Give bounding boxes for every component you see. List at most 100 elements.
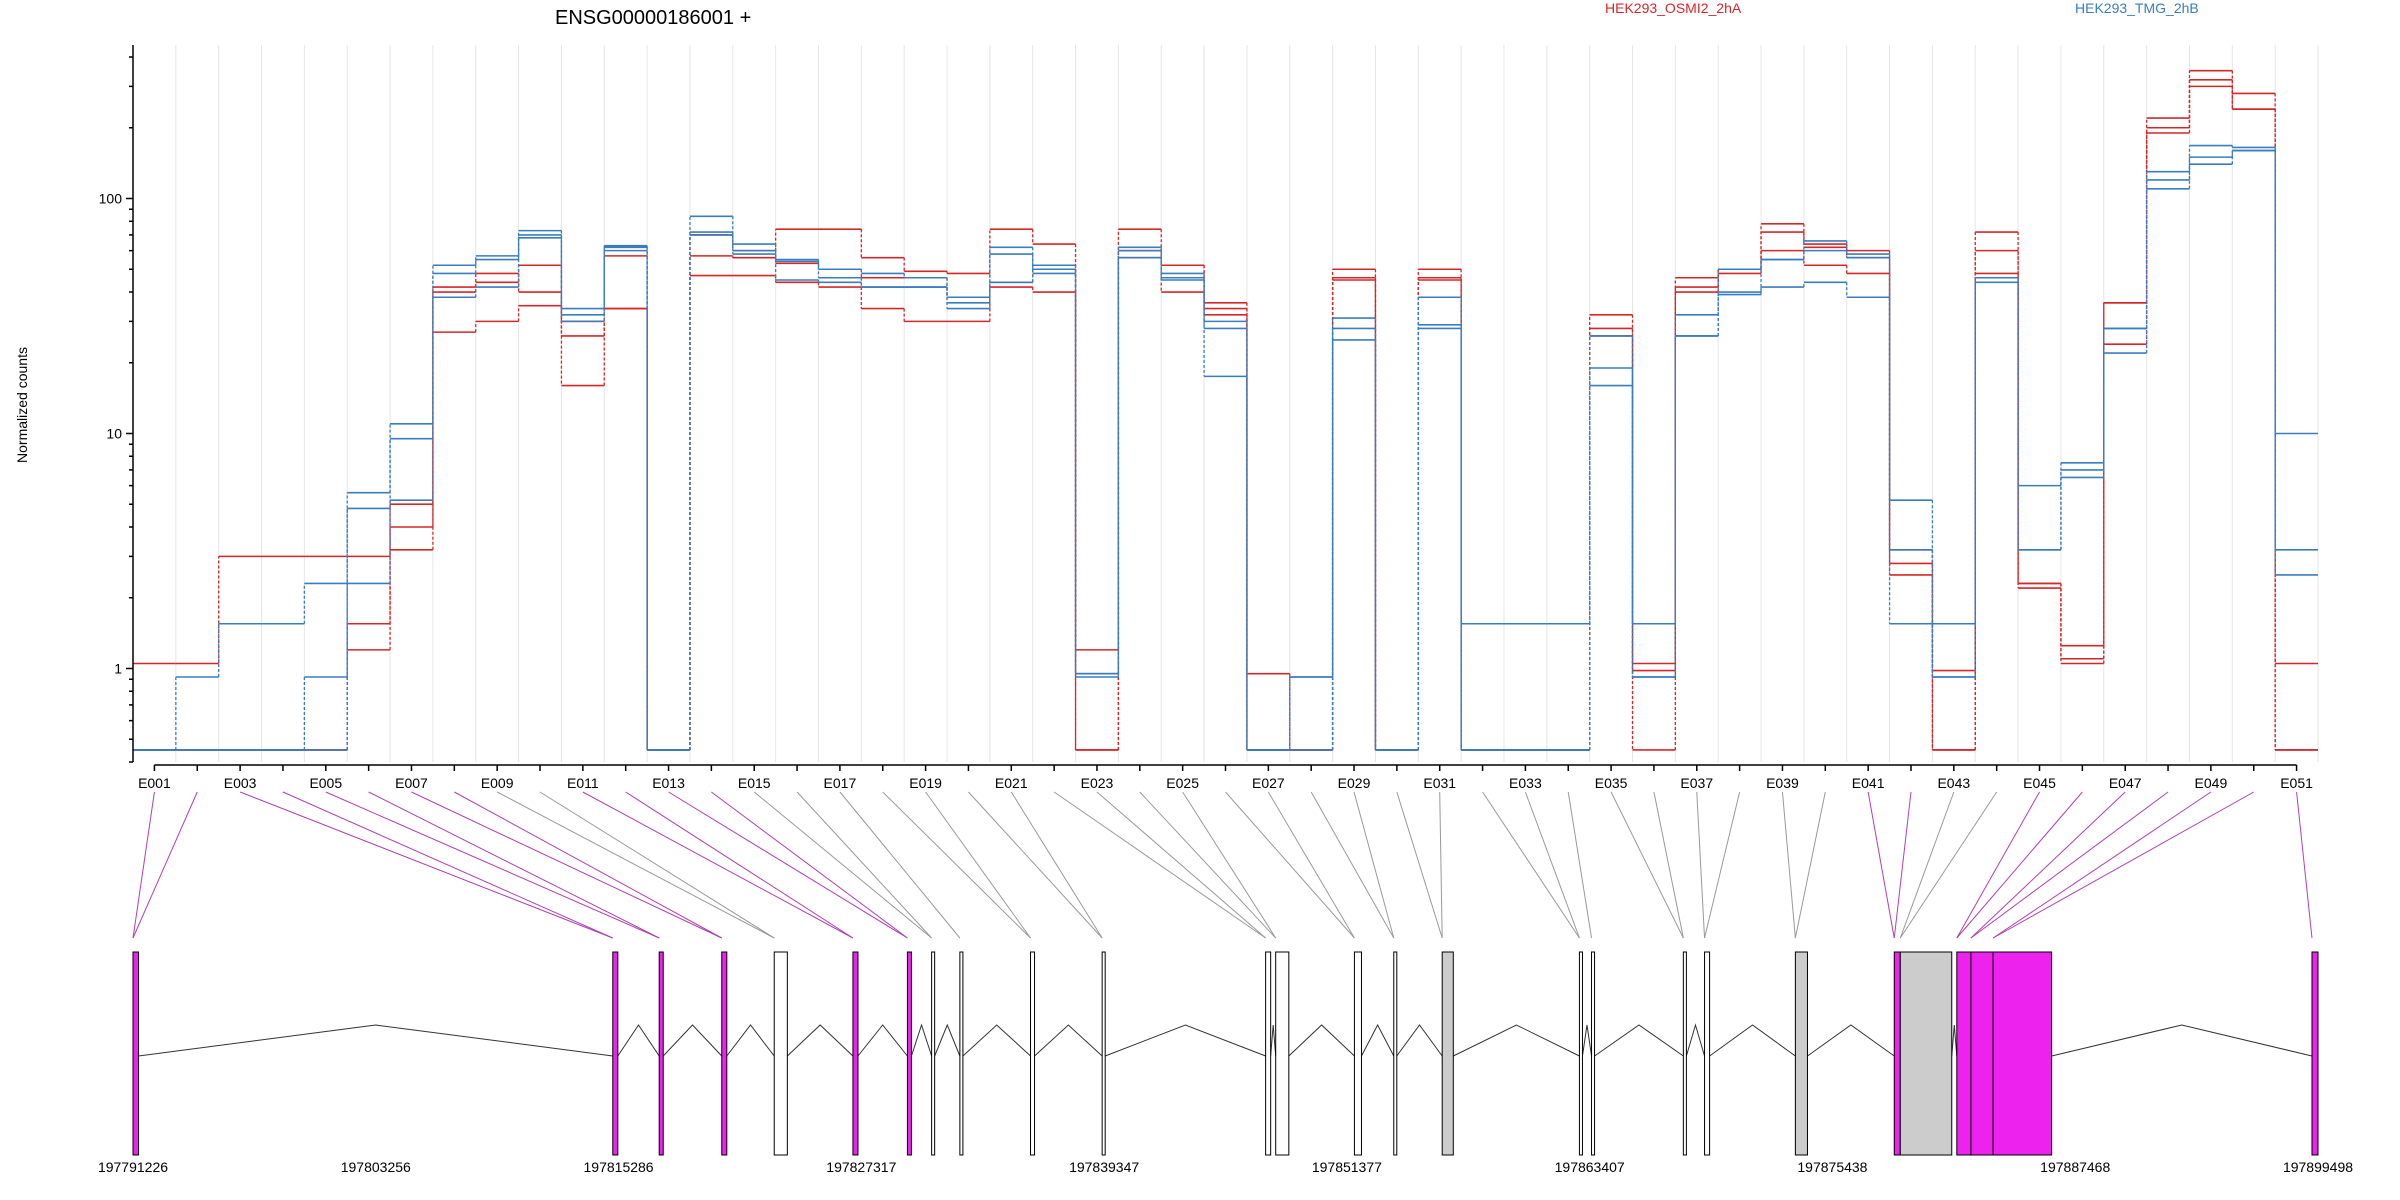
x-tick-label: E043 xyxy=(1937,775,1970,791)
series-group xyxy=(133,78,2318,751)
exon-box-E027 xyxy=(2311,951,2319,1156)
exon-connector-E003 xyxy=(239,791,613,939)
intron-line xyxy=(1709,1024,1796,1057)
x-tick-label: E033 xyxy=(1509,775,1542,791)
exon-connector-E006 xyxy=(368,791,660,939)
exon-connector-E014 xyxy=(711,791,908,939)
intron-line xyxy=(138,1024,613,1057)
exon-box-E025 xyxy=(1970,951,1994,1156)
genomic-coordinate-label: 197815286 xyxy=(584,1159,654,1175)
x-tick-label: E023 xyxy=(1081,775,1114,791)
legend-item-osmi2: HEK293_OSMI2_2hA xyxy=(1605,0,1742,16)
intron-line xyxy=(1270,1024,1277,1057)
axis-layer: 1 10 100 E001 E003 E005 E007 E009 E011 E013 E015 E0… xyxy=(99,45,2313,791)
intron-line xyxy=(617,1024,660,1057)
exon-connector-E044 xyxy=(1899,791,1998,939)
x-tick-label: E021 xyxy=(995,775,1028,791)
exon-connector-E008 xyxy=(454,791,722,939)
exon-connector-E019 xyxy=(925,791,1031,939)
intron-line xyxy=(1581,1024,1593,1057)
exon-box-E026 xyxy=(1992,951,2053,1156)
exon-connector-E013 xyxy=(668,791,908,939)
exon-connector-E028 xyxy=(1310,791,1395,939)
exon-box-E011 xyxy=(1101,951,1106,1156)
x-tick-label: E019 xyxy=(909,775,942,791)
exon-connector-E027 xyxy=(1267,791,1355,939)
intron-line xyxy=(1594,1024,1684,1057)
exon-connector-E035 xyxy=(1610,791,1684,939)
exon-connector-E042 xyxy=(1893,791,1912,939)
exon-connector-E030 xyxy=(1396,791,1443,939)
exon-connector-E007 xyxy=(411,791,722,939)
y-axis-label: Normalized counts xyxy=(14,347,30,463)
intron-line xyxy=(1951,1024,1958,1057)
x-tick-label: E025 xyxy=(1166,775,1199,791)
exon-connector-E001 xyxy=(132,791,155,939)
intron-line xyxy=(910,1023,933,1057)
exon-connector-E011 xyxy=(582,791,854,939)
exon-connector-E033 xyxy=(1524,791,1580,939)
intron-line xyxy=(1288,1024,1355,1057)
genomic-coordinate-label: 197887468 xyxy=(2040,1159,2110,1175)
exon-box-E010 xyxy=(1030,951,1036,1156)
exon-connector-E022 xyxy=(1053,791,1266,939)
exon-box-E009 xyxy=(959,951,964,1156)
series-group xyxy=(133,149,2318,751)
y-tick-label: 1 xyxy=(114,660,122,676)
intron-line xyxy=(1396,1024,1443,1057)
x-tick-label: E017 xyxy=(824,775,857,791)
exon-connector-E005 xyxy=(325,791,660,939)
genomic-coordinate-label: 197863407 xyxy=(1555,1159,1625,1175)
x-tick-label: E011 xyxy=(567,775,599,791)
exon-connector-E012 xyxy=(625,791,854,939)
exon-connector-E017 xyxy=(839,791,961,939)
chart-title: ENSG00000186001 + xyxy=(555,7,751,29)
exon-box-E003 xyxy=(658,951,664,1156)
x-tick-label: E037 xyxy=(1680,775,1713,791)
exon-box-E018 xyxy=(1591,951,1596,1156)
exon-box-E014 xyxy=(1353,951,1362,1156)
gene-layer: 197791226 197803256 197815286 197827317 1978… xyxy=(98,951,2353,1175)
genomic-coordinate-label: 197803256 xyxy=(341,1159,411,1175)
exon-connector-E045 xyxy=(1956,791,2040,939)
exon-connector-E025 xyxy=(1182,791,1277,939)
legend-item-tmg: HEK293_TMG_2hB xyxy=(2075,0,2199,16)
exon-connector-E036 xyxy=(1653,791,1684,939)
x-tick-label: E049 xyxy=(2195,775,2228,791)
exon-box-E020 xyxy=(1704,951,1711,1156)
exon-connector-E038 xyxy=(1704,791,1741,939)
intron-line xyxy=(2051,1024,2313,1057)
exon-connector-E002 xyxy=(132,791,198,939)
exon-box-E008 xyxy=(931,951,936,1156)
genomic-coordinate-label: 197899498 xyxy=(2283,1159,2353,1175)
exon-connector-E026 xyxy=(1225,791,1355,939)
x-tick-label: E031 xyxy=(1423,775,1456,791)
genomic-coordinate-label: 197875438 xyxy=(1797,1159,1867,1175)
exon-connector-E046 xyxy=(1956,791,2083,939)
x-tick-label: E027 xyxy=(1252,775,1285,791)
exon-box-E013 xyxy=(1275,951,1290,1156)
x-tick-label: E015 xyxy=(738,775,771,791)
x-tick-label: E009 xyxy=(481,775,514,791)
exon-box-E016 xyxy=(1441,951,1454,1156)
exon-box-E015 xyxy=(1393,951,1398,1156)
exon-connector-E020 xyxy=(968,791,1103,939)
x-tick-label: E001 xyxy=(138,775,171,791)
exon-connector-E037 xyxy=(1696,791,1706,939)
exon-connector-E051 xyxy=(2296,791,2313,939)
exon-connector-E050 xyxy=(1992,791,2254,939)
x-tick-label: E003 xyxy=(224,775,257,791)
connector-layer xyxy=(132,791,2313,939)
exon-connector-E010 xyxy=(539,791,775,939)
intron-line xyxy=(934,1023,961,1057)
x-tick-label: E041 xyxy=(1852,775,1885,791)
exon-box-E004 xyxy=(721,951,728,1156)
exon-connector-E004 xyxy=(282,791,613,939)
exon-connector-E016 xyxy=(796,791,932,939)
grid-layer xyxy=(132,45,2319,762)
series-group xyxy=(133,85,2318,751)
x-tick-label: E029 xyxy=(1338,775,1371,791)
exon-box-E001 xyxy=(132,951,140,1156)
intron-line xyxy=(726,1024,775,1057)
